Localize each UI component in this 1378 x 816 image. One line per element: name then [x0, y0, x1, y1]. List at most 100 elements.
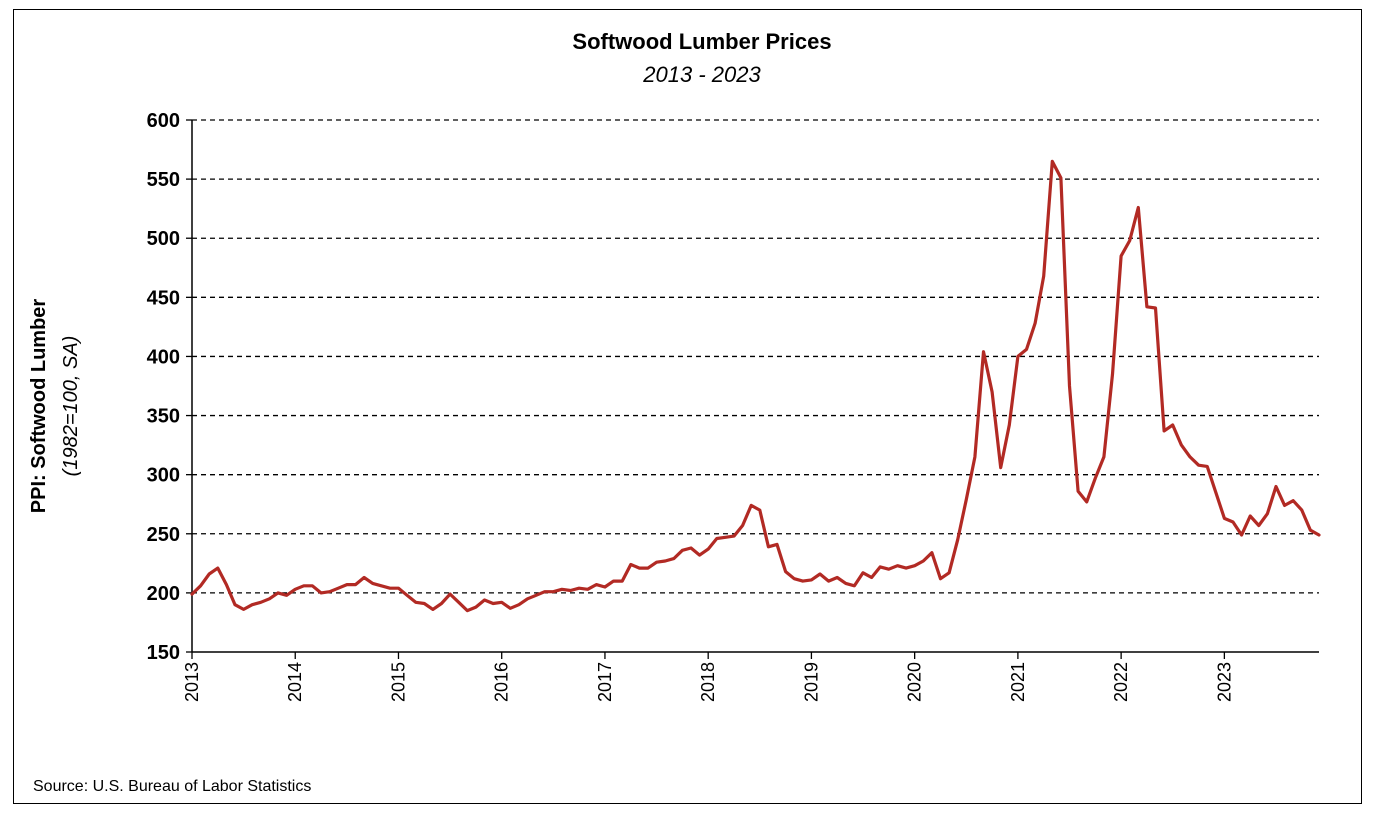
data-point	[1198, 464, 1200, 466]
data-point	[432, 608, 434, 611]
data-point	[630, 563, 632, 566]
y-tick-label-250: 250	[147, 524, 180, 546]
data-point	[1154, 307, 1157, 309]
series-group	[190, 159, 1321, 613]
data-point	[699, 554, 701, 556]
data-point	[845, 582, 847, 585]
data-point	[991, 391, 993, 393]
data-point	[957, 539, 959, 541]
data-point	[914, 565, 916, 567]
data-point	[552, 591, 554, 593]
data-point	[1137, 206, 1139, 209]
data-point	[1051, 160, 1053, 162]
data-point	[1111, 373, 1114, 375]
data-point	[458, 601, 460, 603]
data-point	[251, 604, 253, 606]
data-point	[982, 351, 985, 353]
data-point	[931, 552, 933, 554]
data-point	[208, 573, 210, 575]
data-point	[346, 584, 348, 586]
data-point	[234, 604, 236, 606]
data-point	[535, 594, 537, 596]
data-point	[1068, 385, 1071, 387]
data-point	[621, 580, 623, 582]
source-note: Source: U.S. Bureau of Labor Statistics	[33, 778, 311, 795]
chart-subtitle: 2013 - 2023	[642, 62, 761, 87]
x-tick-label-2013: 2013	[182, 662, 202, 702]
data-point	[974, 456, 976, 458]
x-tick-label-2015: 2015	[388, 662, 408, 702]
y-tick-label-300: 300	[147, 465, 180, 487]
data-point	[1241, 534, 1243, 536]
data-point	[277, 592, 279, 594]
data-point	[922, 560, 924, 562]
data-point	[681, 549, 684, 551]
data-point	[225, 584, 227, 586]
data-point	[612, 580, 615, 582]
data-point	[191, 593, 193, 595]
data-point	[604, 586, 606, 588]
y-tick-label-150: 150	[147, 642, 180, 664]
data-point	[896, 565, 899, 567]
data-point	[673, 558, 675, 560]
data-point	[200, 585, 202, 587]
data-point	[888, 568, 890, 570]
data-point	[785, 571, 787, 573]
data-point	[1120, 255, 1122, 257]
data-point	[440, 602, 443, 605]
data-point	[544, 591, 546, 593]
data-point	[1163, 430, 1165, 432]
data-point	[1258, 524, 1260, 527]
data-point	[303, 585, 305, 587]
data-point	[449, 593, 451, 595]
data-point	[1086, 501, 1088, 503]
data-point	[1232, 521, 1234, 523]
x-axis-ticks: 2013 2014 2015 2016 2017 2018 2019 2020 2021 2022…	[182, 652, 1234, 702]
data-point	[724, 536, 727, 538]
axes	[191, 120, 1319, 653]
data-point	[311, 585, 313, 587]
data-point	[1249, 515, 1251, 517]
data-point	[690, 547, 692, 549]
data-point	[397, 587, 400, 589]
data-point	[337, 587, 339, 589]
series-line-0	[190, 159, 1321, 613]
data-point	[862, 572, 864, 574]
y-axis-sublabel: (1982=100, SA)	[60, 336, 82, 477]
data-point	[879, 566, 881, 568]
data-point	[1034, 322, 1036, 324]
y-tick-label-600: 600	[147, 110, 180, 132]
data-point	[483, 599, 486, 601]
data-point	[1094, 477, 1096, 479]
data-point	[329, 591, 331, 593]
data-point	[656, 561, 658, 563]
chart-title: Softwood Lumber Prices	[572, 29, 831, 54]
data-point	[819, 573, 821, 575]
data-point	[707, 548, 709, 550]
y-tick-label-550: 550	[147, 169, 180, 191]
data-point	[793, 578, 795, 580]
y-tick-label-400: 400	[147, 346, 180, 368]
data-point	[1275, 485, 1277, 488]
data-point	[578, 587, 580, 589]
data-point	[294, 588, 296, 590]
data-point	[354, 584, 357, 586]
data-point	[1180, 444, 1182, 446]
y-tick-label-500: 500	[147, 228, 180, 250]
data-point	[1129, 240, 1131, 242]
data-point	[1008, 424, 1010, 426]
data-point	[268, 598, 270, 600]
data-point	[1206, 465, 1208, 467]
x-tick-label-2016: 2016	[492, 662, 512, 702]
x-tick-label-2023: 2023	[1214, 662, 1234, 702]
data-point	[1189, 456, 1191, 458]
data-point	[1284, 504, 1286, 506]
y-axis-label: PPI: Softwood Lumber	[28, 299, 50, 514]
data-point	[320, 592, 322, 594]
data-point	[1017, 355, 1019, 357]
data-point	[1025, 348, 1028, 350]
data-point	[810, 579, 813, 581]
data-point	[1318, 534, 1320, 536]
chart-frame	[13, 9, 1362, 804]
